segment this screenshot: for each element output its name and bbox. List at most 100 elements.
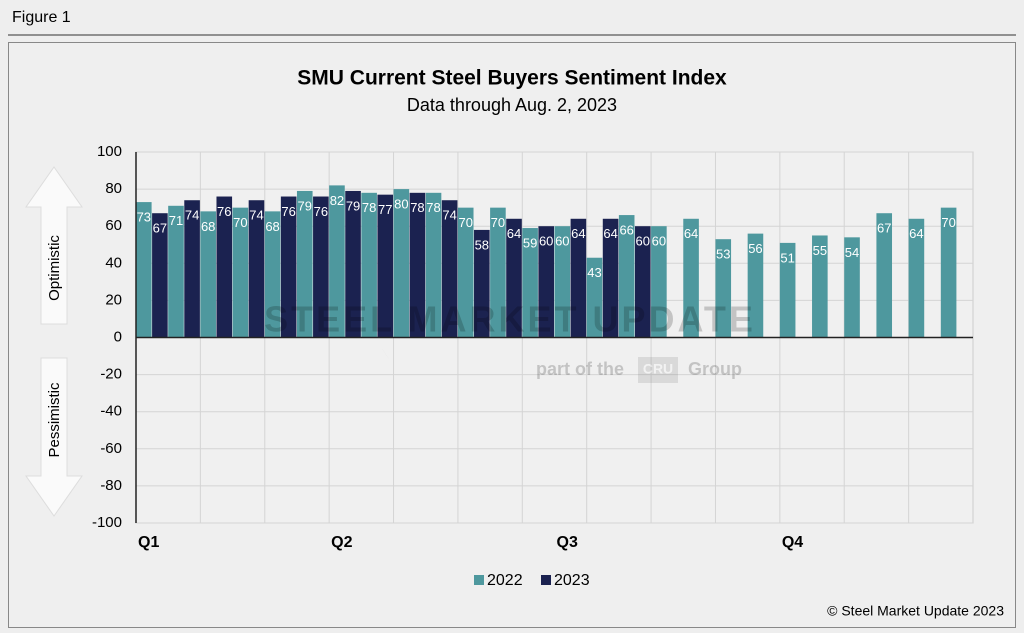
bar xyxy=(457,207,474,338)
y-tick-label: -80 xyxy=(100,477,122,494)
value-label: 71 xyxy=(169,213,183,228)
chart-subtitle: Data through Aug. 2, 2023 xyxy=(407,95,617,115)
bar xyxy=(393,189,410,338)
legend-swatch xyxy=(541,575,551,585)
bar xyxy=(409,192,426,338)
bar xyxy=(634,226,651,338)
bar xyxy=(602,218,619,338)
bar xyxy=(184,200,200,338)
y-tick-label: 60 xyxy=(105,217,122,234)
y-tick-label: -20 xyxy=(100,366,122,383)
value-label: 74 xyxy=(185,208,199,223)
value-label: 76 xyxy=(281,204,295,219)
value-label: 60 xyxy=(652,234,666,249)
value-label: 54 xyxy=(845,245,859,260)
watermark: STEEL MARKET UPDATE part of the CRU Grou… xyxy=(264,255,756,384)
y-tick-label: 100 xyxy=(97,143,122,160)
value-label: 68 xyxy=(201,219,215,234)
pessimistic-label: Pessimistic xyxy=(46,382,63,458)
value-label: 76 xyxy=(217,204,231,219)
value-label: 70 xyxy=(233,215,247,230)
value-label: 78 xyxy=(362,200,376,215)
value-label: 66 xyxy=(619,223,633,238)
bar xyxy=(570,218,587,338)
y-tick-label: 0 xyxy=(114,328,122,345)
value-label: 64 xyxy=(603,226,617,241)
bar xyxy=(216,196,233,338)
legend-label: 2023 xyxy=(554,572,590,589)
value-label: 53 xyxy=(716,247,730,262)
value-label: 64 xyxy=(909,226,923,241)
value-label: 64 xyxy=(684,226,698,241)
down-arrow xyxy=(25,357,83,517)
bar xyxy=(200,211,216,338)
bar xyxy=(361,192,377,338)
value-label: 55 xyxy=(813,243,827,258)
bar xyxy=(232,207,249,338)
figure-label: Figure 1 xyxy=(12,9,71,26)
value-label: 67 xyxy=(153,221,167,236)
value-label: 60 xyxy=(555,234,569,249)
bar xyxy=(812,235,828,338)
bar xyxy=(586,257,603,338)
value-label: 82 xyxy=(330,193,344,208)
value-label: 58 xyxy=(475,237,489,252)
value-label: 77 xyxy=(378,202,392,217)
bar xyxy=(345,190,361,338)
legend-label: 2022 xyxy=(487,572,523,589)
bar xyxy=(329,185,345,338)
bar xyxy=(264,211,281,338)
bar xyxy=(876,213,893,338)
bar xyxy=(168,205,184,338)
x-tick-label: Q4 xyxy=(782,534,803,551)
y-tick-label: -100 xyxy=(92,514,122,531)
bar xyxy=(490,207,506,338)
value-label: 70 xyxy=(458,215,472,230)
value-label: 79 xyxy=(298,198,312,213)
bar xyxy=(779,242,796,338)
value-label: 79 xyxy=(346,198,360,213)
bar xyxy=(136,202,152,338)
y-tick-label: 40 xyxy=(105,254,122,271)
chart-title: SMU Current Steel Buyers Sentiment Index xyxy=(297,67,727,90)
bar xyxy=(506,218,522,338)
value-label: 51 xyxy=(780,250,794,265)
value-label: 59 xyxy=(523,235,537,250)
watermark-brand: STEEL MARKET UPDATE xyxy=(264,299,756,340)
value-label: 60 xyxy=(539,234,553,249)
watermark-logo-box xyxy=(638,357,678,383)
value-label: 78 xyxy=(410,200,424,215)
bar xyxy=(554,226,571,338)
value-label: 76 xyxy=(314,204,328,219)
y-tick-label: 80 xyxy=(105,180,122,197)
bar xyxy=(425,192,442,338)
bar xyxy=(538,226,554,338)
optimistic-label: Optimistic xyxy=(46,235,63,301)
value-label: 70 xyxy=(941,215,955,230)
bar xyxy=(377,194,394,338)
bar xyxy=(747,233,764,338)
x-tick-label: Q3 xyxy=(557,534,578,551)
value-label: 64 xyxy=(571,226,585,241)
bar xyxy=(248,200,265,338)
value-label: 73 xyxy=(137,210,151,225)
value-label: 74 xyxy=(249,208,263,223)
y-tick-label: -60 xyxy=(100,440,122,457)
bar xyxy=(522,228,538,338)
bar xyxy=(908,218,925,338)
value-label: 67 xyxy=(877,221,891,236)
watermark-post: Group xyxy=(688,359,742,379)
bar xyxy=(441,200,458,338)
bar xyxy=(618,215,635,338)
bar xyxy=(683,218,699,338)
bar xyxy=(651,226,667,338)
legend-swatch xyxy=(474,575,484,585)
bar xyxy=(474,229,490,338)
source: © Steel Market Update 2023 xyxy=(827,603,1004,619)
watermark-pre: part of the xyxy=(536,359,624,379)
y-tick-label: 20 xyxy=(105,291,122,308)
value-label: 68 xyxy=(265,219,279,234)
value-label: 43 xyxy=(587,265,601,280)
bar xyxy=(296,190,313,338)
